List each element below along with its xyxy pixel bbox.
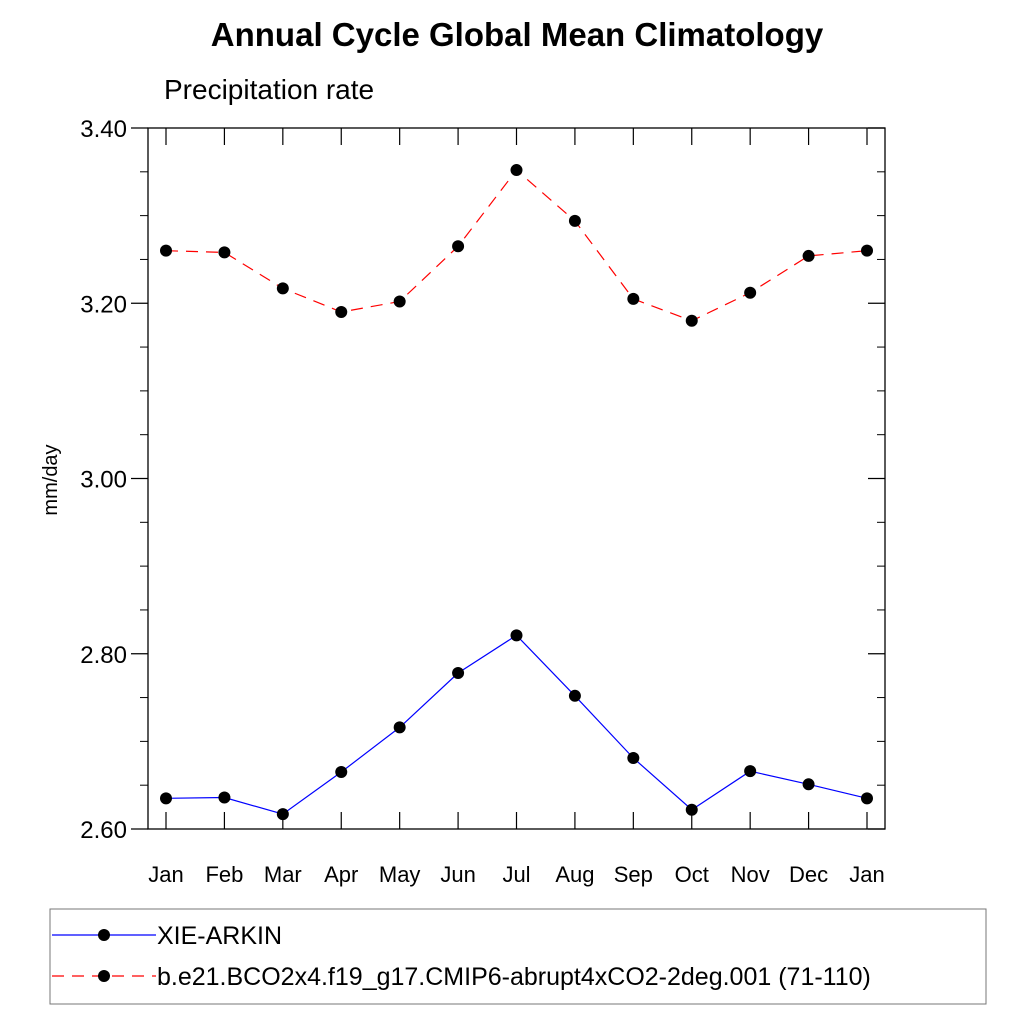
- legend: XIE-ARKIN b.e21.BCO2x4.f19_g17.CMIP6-abr…: [49, 908, 987, 1005]
- data-point-xie-arkin: [861, 792, 873, 805]
- legend-marker-xie-arkin: [98, 929, 110, 941]
- x-tick-label: Jul: [502, 862, 530, 887]
- data-point-xie-arkin: [160, 792, 172, 805]
- x-tick-label: Dec: [789, 862, 828, 887]
- data-point-model: [510, 164, 523, 177]
- series-line-model: [165, 169, 868, 322]
- y-tick-label: 3.00: [80, 467, 127, 494]
- data-point-model: [568, 214, 581, 227]
- data-point-model: [218, 246, 231, 259]
- series-layer: [160, 164, 873, 821]
- y-tick-label: 2.80: [80, 642, 127, 669]
- data-point-model: [276, 282, 289, 295]
- data-point-xie-arkin: [335, 766, 348, 779]
- y-tick-label: 3.40: [80, 116, 127, 143]
- data-point-model: [160, 244, 172, 257]
- x-tick-label: Jan: [148, 862, 183, 887]
- data-point-xie-arkin: [627, 752, 640, 765]
- x-tick-label: May: [379, 862, 421, 887]
- data-point-model: [627, 292, 640, 305]
- data-point-xie-arkin: [802, 778, 815, 791]
- x-ticks: Jan Feb Mar Apr May Jun Jul Aug Sep Oct Nov Dec Jan: [148, 128, 885, 887]
- chart-subtitle: Precipitation rate: [164, 74, 374, 105]
- x-tick-label: Sep: [614, 862, 653, 887]
- x-tick-label: Apr: [324, 862, 358, 887]
- y-tick-label: 3.20: [80, 291, 127, 318]
- plot-frame: [147, 127, 886, 830]
- x-tick-label: Mar: [264, 862, 302, 887]
- chart-title: Annual Cycle Global Mean Climatology: [211, 16, 824, 53]
- data-point-model: [802, 249, 815, 262]
- data-point-xie-arkin: [393, 721, 406, 734]
- legend-label-model: b.e21.BCO2x4.f19_g17.CMIP6-abrupt4xCO2-2…: [157, 963, 871, 991]
- x-tick-label: Jun: [440, 862, 475, 887]
- data-point-xie-arkin: [510, 629, 523, 642]
- x-tick-label: Jan: [849, 862, 884, 887]
- x-tick-label: Oct: [675, 862, 709, 887]
- y-ticks: 2.60 2.80 3.00 3.20 3.40: [80, 116, 885, 844]
- y-tick-label: 2.60: [80, 817, 127, 844]
- x-tick-label: Nov: [731, 862, 770, 887]
- data-point-model: [685, 314, 698, 327]
- data-point-model: [744, 286, 757, 299]
- data-point-xie-arkin: [276, 808, 289, 821]
- x-tick-label: Aug: [555, 862, 594, 887]
- data-point-xie-arkin: [744, 765, 757, 778]
- legend-label-xie-arkin: XIE-ARKIN: [157, 922, 282, 950]
- series-line-xie-arkin: [165, 634, 868, 815]
- data-point-xie-arkin: [685, 803, 698, 816]
- y-axis-label: mm/day: [40, 444, 62, 515]
- data-point-model: [335, 306, 348, 319]
- legend-marker-model: [98, 970, 110, 982]
- data-point-xie-arkin: [452, 667, 465, 680]
- data-point-model: [452, 240, 465, 253]
- y-minor-ticks: [140, 171, 885, 786]
- data-point-xie-arkin: [218, 791, 231, 804]
- legend-box: [49, 908, 987, 1005]
- data-point-model: [393, 295, 406, 308]
- data-point-model: [861, 244, 873, 257]
- x-tick-label: Feb: [205, 862, 243, 887]
- data-point-xie-arkin: [568, 689, 581, 702]
